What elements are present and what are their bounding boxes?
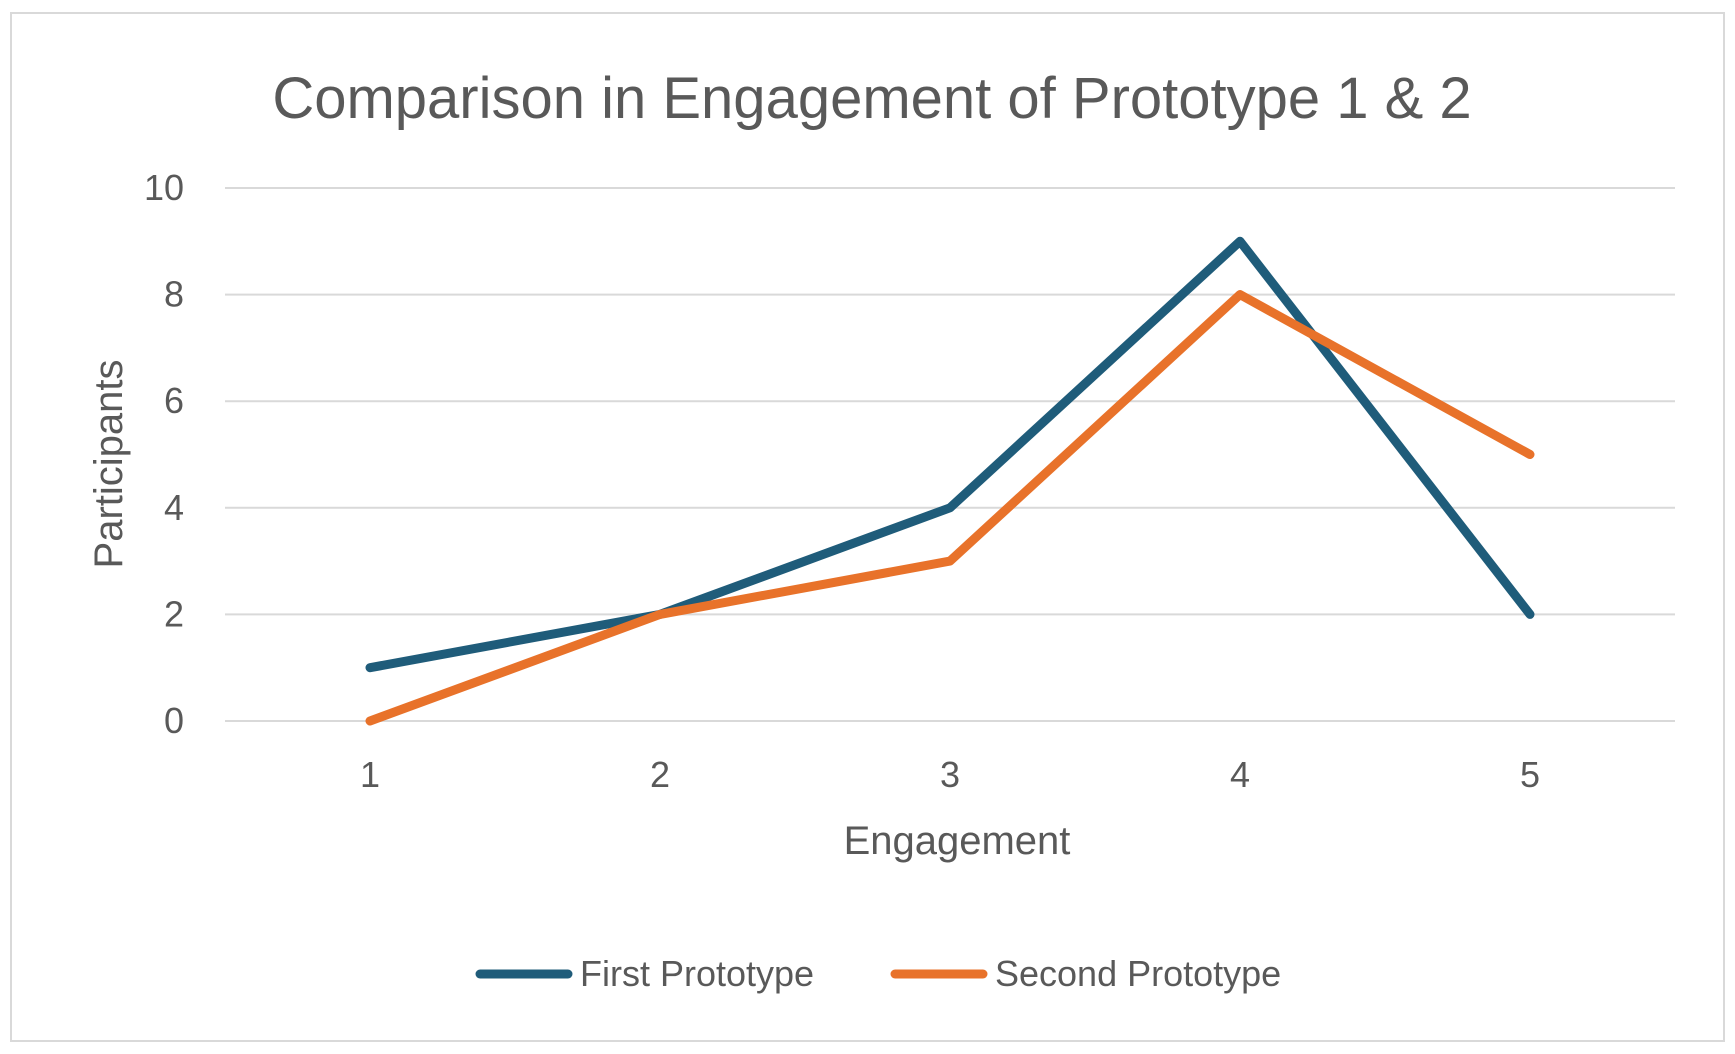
y-tick-label: 4 [164,487,184,528]
y-tick-label: 8 [164,274,184,315]
x-tick-label: 5 [1520,754,1540,795]
y-axis-title: Participants [87,360,131,569]
legend-label: First Prototype [580,953,814,994]
legend: First Prototype Second Prototype [475,953,1281,994]
chart-frame: Comparison in Engagement of Prototype 1 … [10,12,1725,1042]
legend-label: Second Prototype [995,953,1281,994]
x-axis-title: Engagement [844,819,1071,863]
chart-title: Comparison in Engagement of Prototype 1 … [272,66,1471,131]
chart-canvas: Comparison in Engagement of Prototype 1 … [87,66,1675,994]
y-tick-label: 6 [164,380,184,421]
x-axis-ticks: 1 2 3 4 5 [360,754,1540,795]
gridlines [225,187,1675,722]
y-tick-label: 10 [144,167,184,208]
x-tick-label: 3 [940,754,960,795]
y-tick-label: 2 [164,593,184,634]
y-tick-label: 0 [164,700,184,741]
y-axis-ticks: 0 2 4 6 8 10 [144,167,184,741]
x-tick-label: 2 [650,754,670,795]
x-tick-label: 4 [1230,754,1250,795]
series-lines [365,236,1535,726]
x-tick-label: 1 [360,754,380,795]
series-line-first-prototype [365,236,1535,673]
